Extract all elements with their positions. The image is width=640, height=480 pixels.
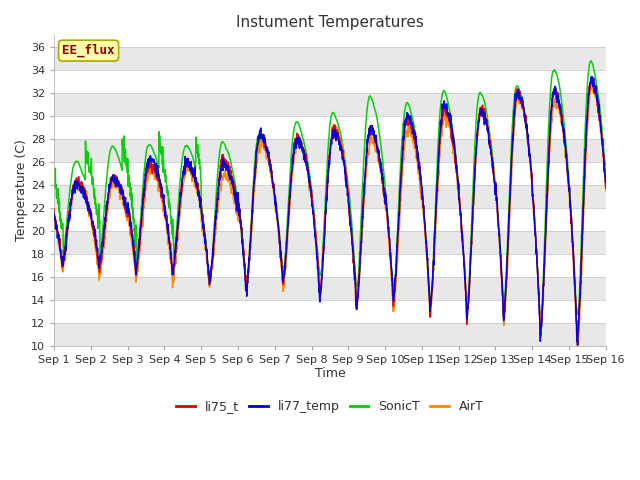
Bar — [54, 139, 605, 162]
Y-axis label: Temperature (C): Temperature (C) — [15, 140, 28, 241]
Bar — [54, 47, 605, 70]
Bar — [54, 231, 605, 253]
Bar — [54, 185, 605, 208]
Bar — [54, 323, 605, 346]
Bar — [54, 276, 605, 300]
Title: Instument Temperatures: Instument Temperatures — [236, 15, 424, 30]
X-axis label: Time: Time — [314, 367, 345, 381]
Text: EE_flux: EE_flux — [62, 44, 115, 57]
Bar — [54, 93, 605, 116]
Legend: li75_t, li77_temp, SonicT, AirT: li75_t, li77_temp, SonicT, AirT — [171, 396, 489, 418]
